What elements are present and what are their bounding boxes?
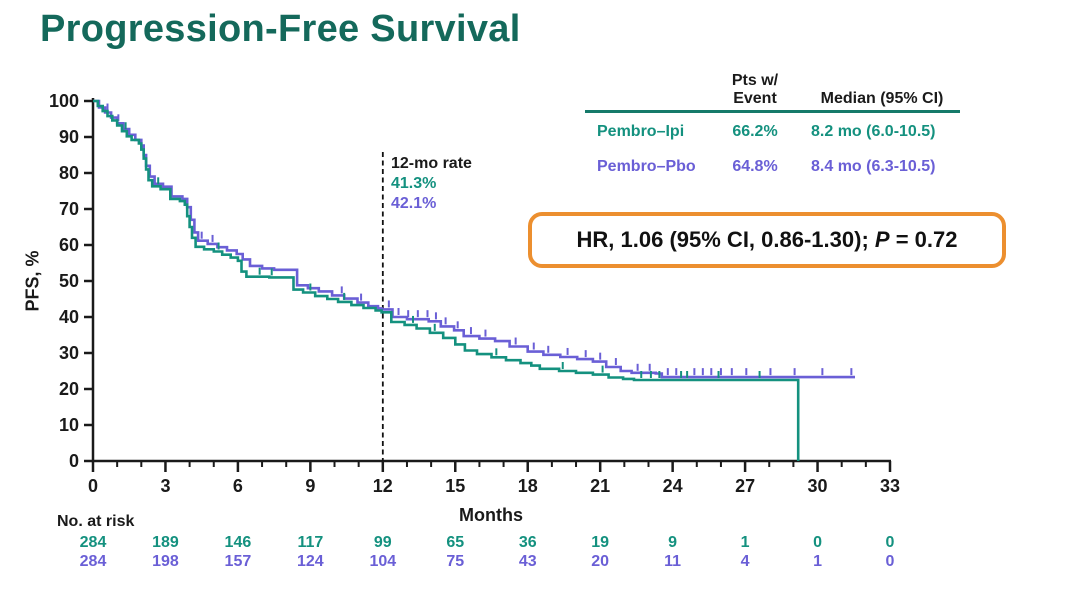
x-tick-label: 9: [305, 476, 315, 496]
summary-table-header: Pts w/ Event Median (95% CI): [585, 66, 963, 110]
pts-with-event-value: 66.2%: [732, 123, 778, 140]
at-risk-row-pembro-pbo: 284 198 157 124 104 75 43 20 11 4 1 0: [0, 553, 1080, 573]
y-tick-label: 60: [59, 235, 79, 255]
at-risk-value: 104: [369, 553, 397, 570]
at-risk-value: 146: [224, 534, 252, 551]
at-risk-value: 0: [885, 534, 895, 551]
at-risk-value: 284: [79, 534, 107, 551]
y-axis-label: PFS, %: [22, 250, 43, 312]
y-tick-label: 90: [59, 127, 79, 147]
x-tick-label: 3: [160, 476, 170, 496]
at-risk-value: 9: [668, 534, 678, 551]
p-value-text: = 0.72: [889, 227, 958, 252]
y-tick-label: 0: [69, 451, 79, 471]
x-tick-label: 33: [880, 476, 900, 496]
median-value: 8.2 mo (6.0-10.5): [811, 123, 936, 140]
twelve-month-rate-title: 12-mo rate: [391, 155, 472, 172]
p-value-symbol: P: [874, 227, 890, 252]
at-risk-row-pembro-ipi: 284 189 146 117 99 65 36 19 9 1 0 0: [0, 534, 1080, 554]
y-tick-label: 10: [59, 415, 79, 435]
y-tick-label: 30: [59, 343, 79, 363]
at-risk-value: 4: [740, 553, 750, 570]
x-tick-label: 15: [445, 476, 465, 496]
col-header-pts-with-event: Pts w/ Event: [731, 72, 779, 107]
x-tick-label: 21: [590, 476, 610, 496]
table-row-pembro-pbo: Pembro–Pbo 64.8% 8.4 mo (6.3-10.5): [585, 155, 963, 183]
at-risk-value: 198: [152, 553, 179, 570]
x-tick-label: 12: [373, 476, 393, 496]
x-tick-label: 0: [88, 476, 98, 496]
no-at-risk-label: No. at risk: [57, 513, 135, 530]
series-name: Pembro–Pbo: [597, 158, 696, 175]
pts-with-event-value: 64.8%: [732, 158, 778, 175]
at-risk-value: 11: [664, 553, 682, 570]
series-name: Pembro–Ipi: [597, 123, 685, 140]
at-risk-value: 117: [297, 534, 324, 551]
at-risk-value: 189: [152, 534, 179, 551]
col-header-median: Median (95% CI): [820, 90, 944, 107]
at-risk-value: 99: [373, 534, 392, 551]
x-tick-label: 27: [735, 476, 755, 496]
y-tick-label: 70: [59, 199, 79, 219]
y-tick-label: 100: [49, 91, 79, 111]
twelve-month-rate-pbo: 42.1%: [391, 195, 437, 212]
y-tick-label: 40: [59, 307, 79, 327]
at-risk-value: 19: [591, 534, 610, 551]
km-curve-pembro_ipi: [93, 99, 800, 461]
at-risk-value: 43: [518, 553, 537, 570]
hazard-ratio-callout: HR, 1.06 (95% CI, 0.86-1.30); P = 0.72: [528, 212, 1006, 268]
at-risk-value: 124: [297, 553, 324, 570]
at-risk-value: 36: [518, 534, 537, 551]
at-risk-value: 157: [224, 553, 252, 570]
summary-table: Pts w/ Event Median (95% CI) Pembro–Ipi …: [585, 66, 963, 183]
at-risk-value: 65: [446, 534, 465, 551]
at-risk-value: 75: [446, 553, 465, 570]
y-tick-label: 80: [59, 163, 79, 183]
median-value: 8.4 mo (6.3-10.5): [811, 158, 936, 175]
table-row-pembro-ipi: Pembro–Ipi 66.2% 8.2 mo (6.0-10.5): [585, 120, 963, 148]
twelve-month-rate-ipi: 41.3%: [391, 175, 437, 192]
at-risk-value: 0: [885, 553, 895, 570]
at-risk-value: 20: [591, 553, 610, 570]
x-tick-label: 30: [808, 476, 828, 496]
x-tick-label: 6: [233, 476, 243, 496]
summary-table-rule: [585, 110, 960, 113]
y-tick-label: 50: [59, 271, 79, 291]
x-tick-label: 18: [518, 476, 538, 496]
x-axis-label: Months: [459, 505, 523, 525]
at-risk-value: 1: [813, 553, 822, 570]
at-risk-value: 0: [813, 534, 822, 551]
at-risk-value: 1: [740, 534, 750, 551]
y-tick-label: 20: [59, 379, 79, 399]
page-title: Progression-Free Survival: [40, 8, 521, 50]
hr-text: HR, 1.06 (95% CI, 0.86-1.30);: [576, 227, 875, 252]
twelve-month-rate-annotation: 12-mo rate 41.3% 42.1%: [391, 154, 472, 214]
at-risk-value: 284: [79, 553, 107, 570]
x-tick-label: 24: [663, 476, 683, 496]
